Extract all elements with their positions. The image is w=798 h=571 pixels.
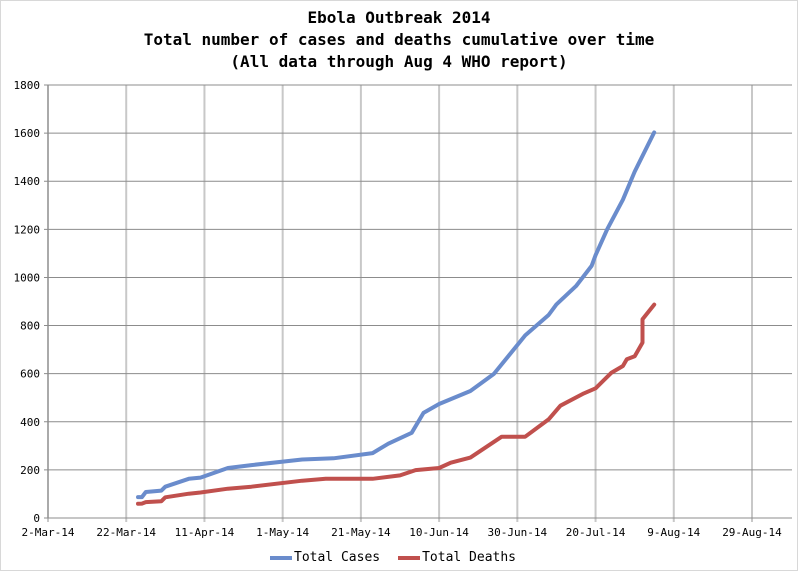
y-tick-label: 1000: [14, 271, 41, 284]
y-tick-label: 600: [20, 368, 40, 381]
x-tick-label: 10-Jun-14: [409, 526, 469, 539]
x-tick-label: 21-May-14: [331, 526, 391, 539]
legend-item-deaths: Total Deaths: [398, 550, 516, 565]
chart-subtitle: Total number of cases and deaths cumulat…: [143, 30, 655, 49]
chart-title: Ebola Outbreak 2014: [307, 8, 491, 27]
y-tick-label: 0: [33, 512, 40, 525]
y-tick-label: 1400: [14, 175, 41, 188]
legend-swatch-cases: [270, 555, 292, 560]
y-tick-label: 1800: [14, 79, 41, 92]
chart-subtitle-2: (All data through Aug 4 WHO report): [230, 52, 568, 71]
x-tick-label: 1-May-14: [256, 526, 309, 539]
x-tick-label: 29-Aug-14: [722, 526, 782, 539]
x-tick-label: 30-Jun-14: [488, 526, 548, 539]
legend-label-deaths: Total Deaths: [422, 550, 517, 565]
x-tick-label: 20-Jul-14: [566, 526, 626, 539]
x-tick-label: 2-Mar-14: [22, 526, 75, 539]
y-tick-label: 1200: [14, 223, 41, 236]
y-tick-label: 1600: [14, 127, 41, 140]
y-tick-label: 200: [20, 464, 40, 477]
x-tick-label: 11-Apr-14: [175, 526, 235, 539]
x-tick-label: 9-Aug-14: [647, 526, 700, 539]
series-line-cases: [136, 130, 657, 500]
y-tick-label: 800: [20, 320, 40, 333]
legend-label-cases: Total Cases: [294, 550, 381, 565]
legend: Total Cases Total Deaths: [270, 550, 516, 565]
x-tick-label: 22-Mar-14: [96, 526, 156, 539]
legend-item-cases: Total Cases: [270, 550, 380, 565]
legend-swatch-deaths: [398, 555, 421, 560]
y-tick-label: 400: [20, 416, 40, 429]
series-line-deaths: [136, 302, 657, 506]
